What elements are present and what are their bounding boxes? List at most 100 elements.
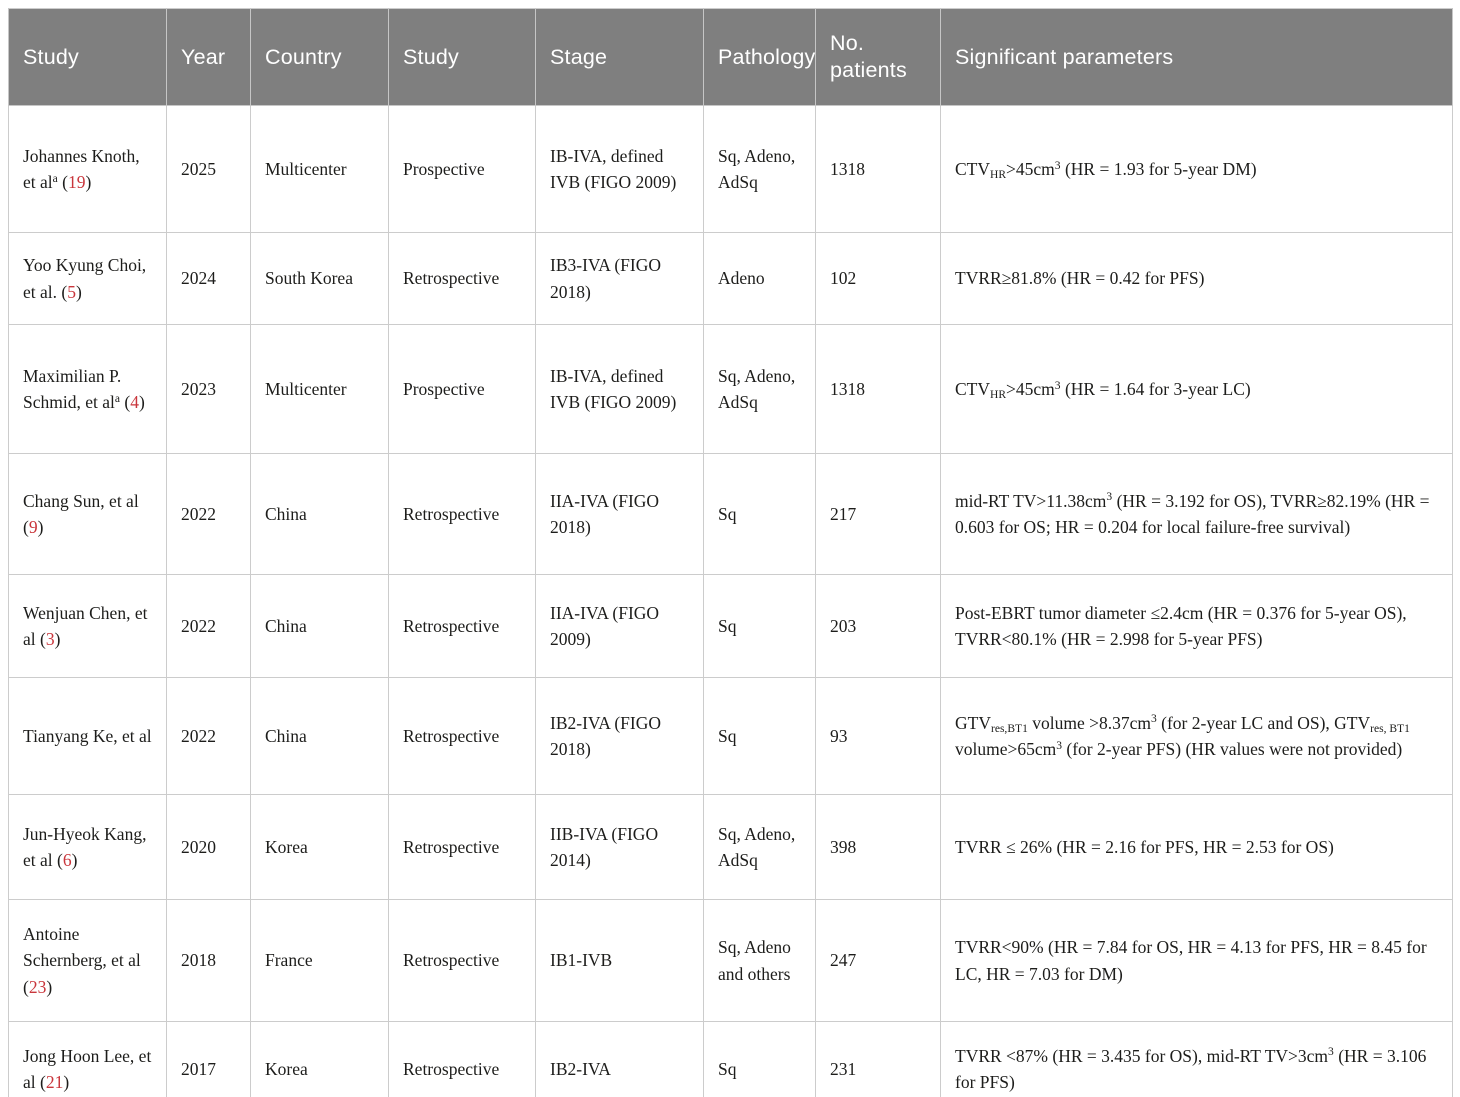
cell-study: Maximilian P. Schmid, et ala (4)	[8, 324, 167, 454]
cell-stage: IIA-IVA (FIGO 2018)	[535, 453, 704, 575]
cell-stage: IB2-IVA	[535, 1021, 704, 1097]
superscript: a	[52, 172, 58, 185]
column-header-stage: Stage	[535, 8, 704, 106]
column-header-design: Study	[388, 8, 536, 106]
column-header-year: Year	[166, 8, 251, 106]
cell-pathology: Sq, Adeno and others	[703, 899, 816, 1022]
cell-pathology: Sq	[703, 1021, 816, 1097]
cell-pathology: Sq, Adeno, AdSq	[703, 794, 816, 900]
table-row: Maximilian P. Schmid, et ala (4) 2023 Mult…	[8, 324, 1453, 454]
superscript: 3	[1054, 159, 1061, 172]
cell-stage: IB2-IVA (FIGO 2018)	[535, 677, 704, 795]
column-header-country: Country	[250, 8, 389, 106]
cell-country: Multicenter	[250, 105, 389, 233]
cell-year: 2023	[166, 324, 251, 454]
cell-study: Tianyang Ke, et al	[8, 677, 167, 795]
cell-parameters: TVRR ≤ 26% (HR = 2.16 for PFS, HR = 2.53…	[940, 794, 1453, 900]
cell-parameters: Post-EBRT tumor diameter ≤2.4cm (HR = 0.…	[940, 574, 1453, 678]
cell-parameters: TVRR≥81.8% (HR = 0.42 for PFS)	[940, 232, 1453, 325]
cell-year: 2024	[166, 232, 251, 325]
citation-link[interactable]: 23	[28, 976, 47, 997]
cell-country: Multicenter	[250, 324, 389, 454]
column-header-study: Study	[8, 8, 167, 106]
cell-year: 2022	[166, 453, 251, 575]
cell-patients: 1318	[815, 105, 941, 233]
superscript: 3	[1328, 1046, 1334, 1059]
cell-study: Chang Sun, et al (9)	[8, 453, 167, 575]
column-header-patients: No. patients	[815, 8, 941, 106]
superscript: 3	[1106, 491, 1113, 504]
cell-study: Antoine Schernberg, et al (23)	[8, 899, 167, 1022]
cell-year: 2022	[166, 677, 251, 795]
cell-year: 2025	[166, 105, 251, 233]
studies-table: Study Year Country Study Stage Pathology No. p…	[8, 8, 1453, 1097]
cell-country: China	[250, 453, 389, 575]
cell-parameters: mid-RT TV>11.38cm3 (HR = 3.192 for OS), …	[940, 453, 1453, 575]
cell-country: South Korea	[250, 232, 389, 325]
table-header-row: Study Year Country Study Stage Pathology No. p…	[8, 8, 1453, 106]
column-header-parameters: Significant parameters	[940, 8, 1453, 106]
cell-design: Retrospective	[388, 1021, 536, 1097]
cell-study: Johannes Knoth, et ala (19)	[8, 105, 167, 233]
cell-patients: 217	[815, 453, 941, 575]
citation-link[interactable]: 6	[62, 850, 72, 870]
cell-country: France	[250, 899, 389, 1022]
superscript: 3	[1054, 379, 1061, 392]
cell-patients: 102	[815, 232, 941, 325]
citation-link[interactable]: 5	[67, 281, 76, 302]
cell-patients: 398	[815, 794, 941, 900]
citation-link[interactable]: 9	[28, 517, 38, 537]
citation-link[interactable]: 4	[130, 392, 139, 412]
superscript: a	[114, 392, 120, 405]
cell-pathology: Sq	[703, 574, 816, 678]
table-row: Jong Hoon Lee, et al (21) 2017 Korea Retros…	[8, 1021, 1453, 1097]
citation-link[interactable]: 3	[45, 629, 55, 649]
table-body: Johannes Knoth, et ala (19) 2025 Multicent…	[8, 105, 1453, 1097]
subscript: HR	[990, 389, 1007, 402]
cell-parameters: CTVHR>45cm3 (HR = 1.93 for 5-year DM)	[940, 105, 1453, 233]
subscript: res,BT1	[990, 722, 1028, 735]
cell-design: Retrospective	[388, 232, 536, 325]
cell-design: Retrospective	[388, 574, 536, 678]
cell-patients: 1318	[815, 324, 941, 454]
cell-stage: IB-IVA, defined IVB (FIGO 2009)	[535, 105, 704, 233]
cell-design: Retrospective	[388, 677, 536, 795]
cell-country: Korea	[250, 1021, 389, 1097]
citation-link[interactable]: 21	[45, 1072, 64, 1092]
cell-patients: 247	[815, 899, 941, 1022]
table-row: Tianyang Ke, et al 2022 China Retrospective…	[8, 677, 1453, 795]
cell-country: China	[250, 677, 389, 795]
cell-year: 2018	[166, 899, 251, 1022]
cell-design: Retrospective	[388, 794, 536, 900]
cell-patients: 93	[815, 677, 941, 795]
cell-pathology: Sq	[703, 677, 816, 795]
subscript: res, BT1	[1370, 722, 1410, 735]
cell-year: 2017	[166, 1021, 251, 1097]
cell-stage: IIA-IVA (FIGO 2009)	[535, 574, 704, 678]
subscript: HR	[990, 169, 1007, 182]
table-row: Jun-Hyeok Kang, et al (6) 2020 Korea Retros…	[8, 794, 1453, 900]
cell-stage: IB-IVA, defined IVB (FIGO 2009)	[535, 324, 704, 454]
cell-parameters: TVRR <87% (HR = 3.435 for OS), mid-RT TV…	[940, 1021, 1453, 1097]
cell-year: 2022	[166, 574, 251, 678]
cell-study: Jong Hoon Lee, et al (21)	[8, 1021, 167, 1097]
cell-country: China	[250, 574, 389, 678]
cell-design: Retrospective	[388, 453, 536, 575]
cell-study: Jun-Hyeok Kang, et al (6)	[8, 794, 167, 900]
table-row: Johannes Knoth, et ala (19) 2025 Multicent…	[8, 105, 1453, 233]
cell-year: 2020	[166, 794, 251, 900]
cell-parameters: CTVHR>45cm3 (HR = 1.64 for 3-year LC)	[940, 324, 1453, 454]
cell-parameters: GTVres,BT1 volume >8.37cm3 (for 2-year L…	[940, 677, 1453, 795]
cell-pathology: Sq	[703, 453, 816, 575]
cell-stage: IB1-IVB	[535, 899, 704, 1022]
superscript: 3	[1150, 713, 1157, 726]
cell-design: Prospective	[388, 105, 536, 233]
cell-study: Yoo Kyung Choi, et al. (5)	[8, 232, 167, 325]
column-header-pathology: Pathology	[703, 8, 816, 106]
citation-link[interactable]: 19	[67, 172, 86, 192]
cell-parameters: TVRR<90% (HR = 7.84 for OS, HR = 4.13 fo…	[940, 899, 1453, 1022]
cell-patients: 203	[815, 574, 941, 678]
cell-stage: IB3-IVA (FIGO 2018)	[535, 232, 704, 325]
cell-pathology: Sq, Adeno, AdSq	[703, 324, 816, 454]
